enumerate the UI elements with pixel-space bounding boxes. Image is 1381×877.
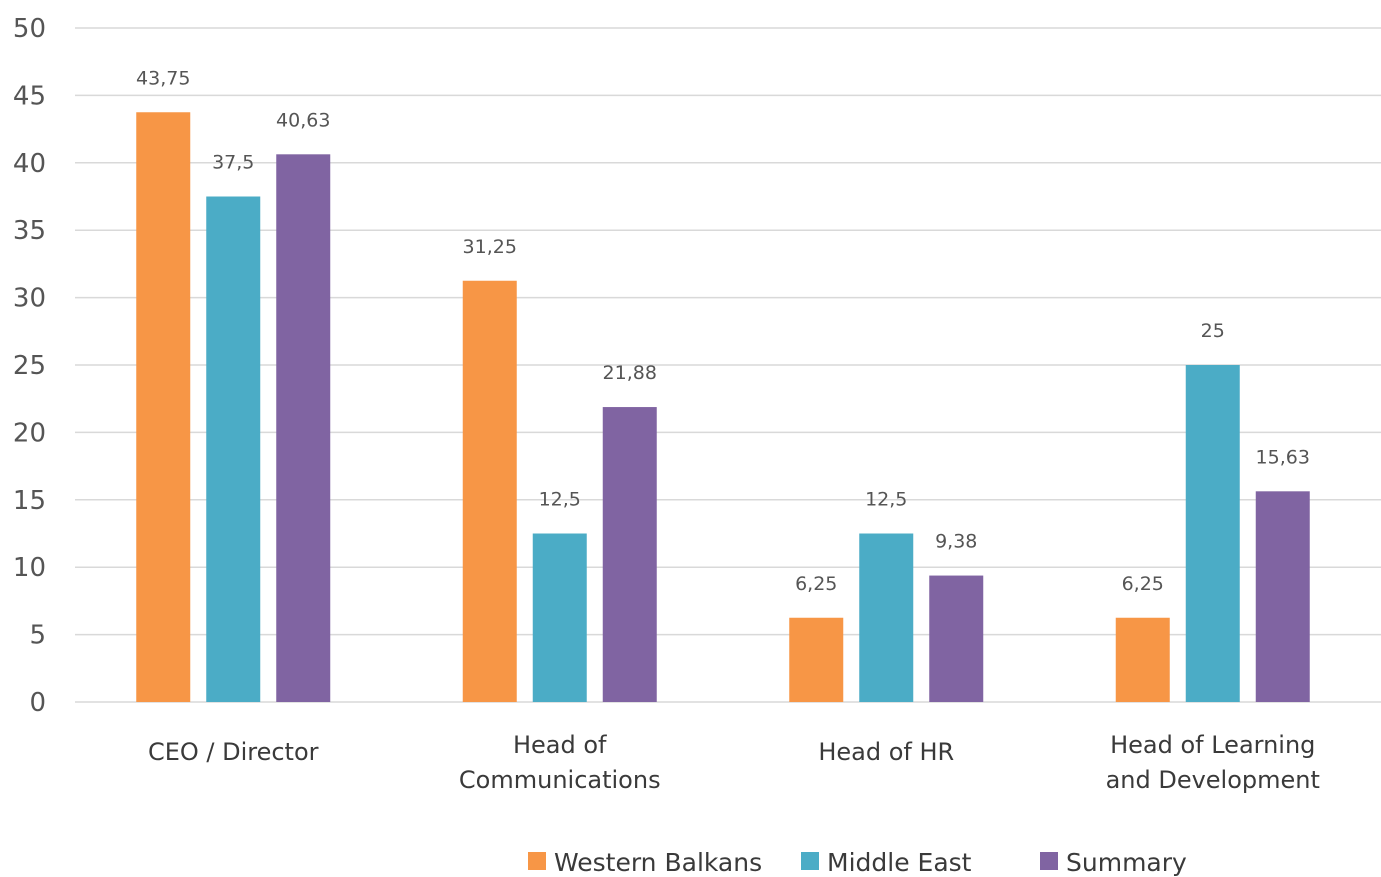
y-tick-label: 40 bbox=[13, 149, 46, 179]
bar bbox=[1115, 617, 1170, 702]
legend-label: Middle East bbox=[827, 848, 972, 877]
gridlines bbox=[75, 27, 1381, 703]
y-tick-label: 20 bbox=[13, 418, 46, 448]
y-tick-label: 30 bbox=[13, 284, 46, 314]
data-label: 12,5 bbox=[539, 489, 581, 511]
y-tick-label: 5 bbox=[29, 621, 46, 651]
data-label: 43,75 bbox=[136, 67, 190, 89]
data-label: 9,38 bbox=[935, 531, 977, 553]
data-label: 31,25 bbox=[463, 236, 517, 258]
y-tick-label: 50 bbox=[13, 14, 46, 44]
y-tick-label: 0 bbox=[29, 688, 46, 718]
y-tick-label: 10 bbox=[13, 553, 46, 583]
bar bbox=[532, 533, 587, 702]
data-labels: 43,75 37,5 40,63 31,25 12,5 21,88 6,25 12,5 9,38… bbox=[136, 67, 1310, 595]
y-tick-label: 35 bbox=[13, 216, 46, 246]
data-label: 21,88 bbox=[603, 362, 657, 384]
data-label: 6,25 bbox=[1122, 573, 1164, 595]
legend-swatch bbox=[1040, 852, 1058, 870]
category-label: Head of bbox=[513, 731, 607, 759]
bar bbox=[859, 533, 914, 702]
category-label: Communications bbox=[459, 766, 661, 794]
bar bbox=[1255, 491, 1310, 702]
y-tick-label: 25 bbox=[13, 351, 46, 381]
bar bbox=[206, 196, 261, 702]
bar bbox=[462, 280, 517, 702]
bars bbox=[136, 112, 1310, 702]
bar bbox=[929, 575, 984, 702]
legend-label: Western Balkans bbox=[554, 848, 762, 877]
legend-swatch bbox=[801, 852, 819, 870]
data-label: 12,5 bbox=[865, 489, 907, 511]
y-tick-label: 45 bbox=[13, 81, 46, 111]
data-label: 37,5 bbox=[212, 152, 254, 174]
y-tick-label: 15 bbox=[13, 486, 46, 516]
data-label: 25 bbox=[1201, 320, 1225, 342]
data-label: 15,63 bbox=[1256, 446, 1310, 468]
legend-label: Summary bbox=[1066, 848, 1187, 877]
data-label: 6,25 bbox=[795, 573, 837, 595]
category-label: CEO / Director bbox=[148, 738, 319, 766]
category-label: and Development bbox=[1106, 766, 1320, 794]
bar bbox=[602, 407, 657, 702]
legend-swatch bbox=[528, 852, 546, 870]
bar bbox=[136, 112, 191, 702]
data-label: 40,63 bbox=[276, 109, 330, 131]
y-axis-tick-labels: 0 5 10 15 20 25 30 35 40 45 50 bbox=[13, 14, 46, 718]
category-label: Head of Learning bbox=[1110, 731, 1315, 759]
bar bbox=[276, 154, 331, 702]
legend: Western Balkans Middle East Summary bbox=[528, 848, 1187, 877]
bar bbox=[1185, 365, 1240, 702]
category-label: Head of HR bbox=[818, 738, 954, 766]
category-labels: CEO / Director Head of Communications Head … bbox=[148, 731, 1320, 794]
bar bbox=[789, 617, 844, 702]
